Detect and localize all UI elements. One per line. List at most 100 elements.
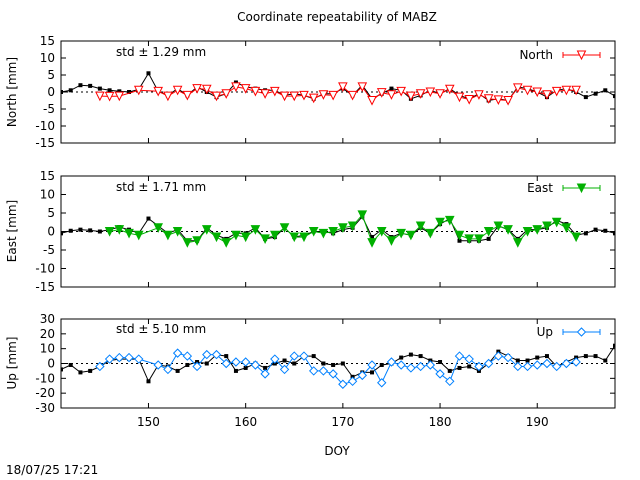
- up-series-point: [503, 352, 513, 363]
- east-series-point: [104, 227, 115, 237]
- east-series-point: [318, 228, 329, 239]
- north-series-point: [250, 86, 261, 97]
- timestamp: 18/07/25 17:21: [6, 463, 98, 477]
- east-series-point: [357, 210, 368, 220]
- east-series-point: [153, 223, 164, 233]
- up-series-point: [270, 354, 280, 364]
- east-series-point: [522, 227, 533, 237]
- east-std-label: std ± 1.71 mm: [116, 180, 206, 194]
- up-series-point: [202, 349, 212, 360]
- up-raw-point: [370, 370, 375, 375]
- up-raw-point: [399, 355, 404, 360]
- east-raw-point: [88, 228, 93, 233]
- up-series-point: [114, 352, 125, 363]
- east-series-point: [493, 221, 504, 232]
- up-series-point: [221, 358, 231, 369]
- east-series-point: [308, 227, 319, 237]
- north-data-layer: [61, 71, 615, 106]
- up-y-tick-label: -10: [35, 371, 55, 385]
- north-raw-point: [127, 90, 132, 94]
- east-y-tick-label: -5: [43, 243, 55, 257]
- up-raw-point: [233, 368, 238, 373]
- east-y-axis-label: East [mm]: [5, 200, 19, 262]
- east-series-point: [114, 225, 125, 235]
- up-series-point: [377, 378, 387, 388]
- north-y-tick-label: -15: [35, 136, 55, 150]
- up-y-tick-label: 0: [47, 357, 55, 371]
- north-raw-line: [61, 72, 615, 102]
- up-raw-point: [583, 354, 588, 359]
- east-series-point: [211, 232, 222, 243]
- north-series-point: [347, 90, 358, 101]
- up-series-point: [279, 364, 290, 375]
- east-raw-point: [97, 229, 102, 234]
- up-series-point: [396, 360, 406, 370]
- east-series-point: [532, 225, 543, 235]
- north-raw-point: [146, 71, 151, 76]
- up-series-point: [153, 360, 163, 370]
- up-series-point: [542, 358, 552, 369]
- north-series-point: [444, 84, 455, 95]
- east-y-tick-label: -10: [35, 262, 55, 276]
- north-series-point: [542, 90, 552, 100]
- up-raw-point: [68, 362, 73, 367]
- up-raw-point: [515, 358, 520, 363]
- up-data-layer: [61, 343, 615, 389]
- east-y-tick-label: 15: [40, 169, 55, 183]
- east-raw-point: [61, 231, 63, 236]
- east-series-point: [172, 227, 183, 237]
- up-raw-point: [282, 358, 287, 363]
- north-y-tick-label: -10: [35, 119, 55, 133]
- east-series-point: [221, 238, 232, 248]
- east-series-point: [347, 221, 358, 232]
- up-series-point: [289, 351, 299, 361]
- up-series-point: [435, 369, 445, 379]
- up-raw-point: [224, 354, 229, 359]
- east-series-point: [289, 232, 300, 243]
- east-raw-point: [457, 238, 462, 243]
- north-series-point: [260, 89, 270, 99]
- up-series-point: [104, 354, 115, 364]
- east-y-tick-label: 5: [47, 206, 55, 220]
- north-series-point: [561, 85, 572, 96]
- north-raw-point: [68, 88, 73, 93]
- up-series-point: [367, 360, 377, 370]
- up-series-point: [172, 348, 183, 358]
- east-series-point: [240, 232, 251, 243]
- north-raw-point: [613, 94, 615, 99]
- up-series-point: [425, 360, 436, 370]
- north-series-point: [182, 90, 193, 101]
- up-series-point: [308, 366, 319, 376]
- east-series-point: [571, 232, 581, 243]
- up-raw-point: [438, 360, 443, 365]
- east-series-point: [163, 230, 173, 241]
- east-series-point: [483, 227, 494, 237]
- north-series-point: [279, 91, 290, 102]
- north-series-point: [396, 86, 406, 97]
- north-series-point: [571, 85, 581, 96]
- east-series-point: [512, 238, 523, 248]
- up-panel: Up [mm] std ± 5.10 mm Up -30-20-10010203…: [5, 312, 616, 415]
- north-series-point: [114, 91, 125, 102]
- north-series-point: [211, 91, 222, 102]
- up-series-point: [231, 357, 241, 367]
- north-series-point: [435, 89, 445, 99]
- north-raw-point: [78, 83, 83, 88]
- up-raw-point: [331, 362, 336, 367]
- up-series-point: [134, 354, 144, 364]
- east-series-point: [406, 230, 416, 241]
- north-series-point: [192, 84, 202, 94]
- up-raw-point: [185, 362, 190, 367]
- up-raw-point: [613, 343, 615, 348]
- up-y-tick-label: -20: [35, 386, 55, 400]
- north-raw-point: [593, 91, 598, 96]
- north-series-point: [464, 94, 475, 105]
- east-series-point: [464, 234, 475, 245]
- up-series-point: [386, 357, 397, 367]
- up-series-point: [211, 349, 222, 360]
- up-raw-point: [340, 361, 345, 366]
- up-series-point: [454, 351, 465, 361]
- up-series-point: [328, 369, 338, 379]
- east-series-point: [415, 221, 426, 232]
- north-series-point: [163, 91, 173, 102]
